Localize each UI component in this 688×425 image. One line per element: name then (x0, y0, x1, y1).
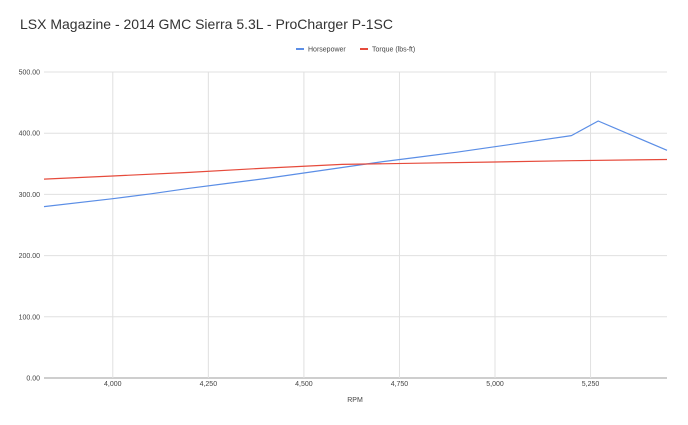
y-tick-label: 400.00 (19, 131, 41, 138)
series-line-torque (43, 158, 668, 180)
legend-item-horsepower: Horsepower (296, 47, 346, 54)
y-tick-label: 500.00 (19, 70, 41, 77)
y-tick-label: 100.00 (19, 314, 41, 321)
tick-labels: 0.00 100.00 200.00 300.00 400.00 500.00 4,000 4… (19, 70, 600, 389)
y-tick-label: 300.00 (19, 192, 41, 199)
x-tick-label: 5,250 (582, 381, 600, 388)
grid (44, 71, 667, 379)
series-lines (43, 120, 668, 208)
x-tick-label: 4,750 (391, 381, 409, 388)
x-axis-label: RPM (347, 397, 363, 404)
x-tick-label: 4,500 (295, 381, 313, 388)
legend-label: Torque (lbs-ft) (372, 47, 415, 54)
y-tick-label: 200.00 (19, 253, 41, 260)
x-tick-label: 4,000 (104, 381, 122, 388)
y-tick-label: 0.00 (26, 376, 40, 383)
x-tick-label: 4,250 (200, 381, 218, 388)
legend-label: Horsepower (308, 47, 346, 54)
legend: Horsepower Torque (lbs-ft) (296, 47, 415, 54)
series-line-horsepower (43, 120, 668, 208)
chart-title: LSX Magazine - 2014 GMC Sierra 5.3L - Pr… (20, 16, 393, 32)
legend-item-torque: Torque (lbs-ft) (360, 47, 415, 54)
x-tick-label: 5,000 (486, 381, 504, 388)
